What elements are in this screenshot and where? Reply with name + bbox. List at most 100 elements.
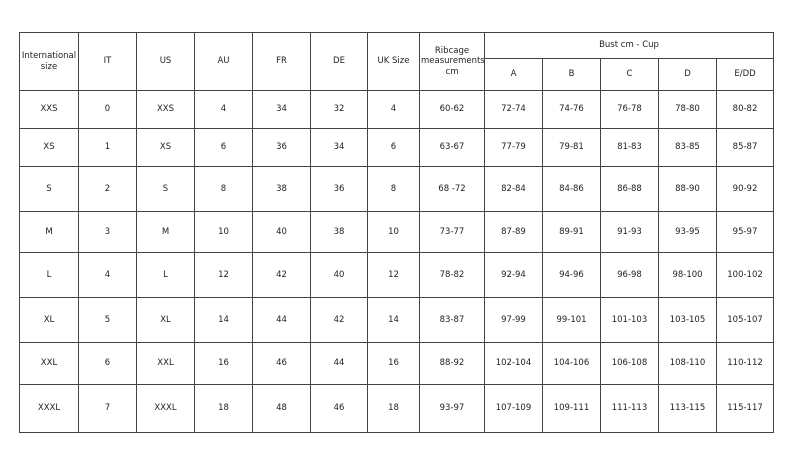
table-cell: XXS [19, 90, 79, 129]
table-cell: 86-88 [600, 166, 659, 212]
table-cell: 42 [310, 297, 368, 343]
table-cell: 96-98 [600, 252, 659, 298]
table-row: XS 1 XS 6 36 34 6 63-67 77-79 79-81 81-83 83-85 85-8… [19, 128, 775, 167]
table-cell: XS [19, 128, 79, 167]
table-cell: 97-99 [484, 297, 543, 343]
column-header: Ribcage measurements cm [419, 32, 485, 91]
table-cell: 79-81 [542, 128, 601, 167]
table-cell: 40 [310, 252, 368, 298]
table-cell: 85-87 [715, 128, 775, 167]
table-cell: 76-78 [600, 90, 659, 129]
table-cell: 7 [78, 384, 137, 433]
table-cell: XXXL [136, 384, 195, 433]
table-cell: 92-94 [484, 252, 543, 298]
table-cell: 93-95 [658, 211, 717, 253]
column-header: DE [310, 32, 368, 91]
table-cell: 102-104 [484, 342, 543, 385]
table-cell: 2 [78, 166, 137, 212]
table-cell: 40 [252, 211, 311, 253]
table-cell: 88-90 [658, 166, 717, 212]
table-cell: 18 [194, 384, 253, 433]
table-cell: 94-96 [542, 252, 601, 298]
table-cell: S [19, 166, 79, 212]
table-cell: 74-76 [542, 90, 601, 129]
cup-header: D [658, 58, 717, 91]
table-cell: 4 [194, 90, 253, 129]
table-cell: XXXL [19, 384, 79, 433]
table-cell: 107-109 [484, 384, 543, 433]
cup-header: C [600, 58, 659, 91]
table-cell: 111-113 [600, 384, 659, 433]
column-header: FR [252, 32, 311, 91]
table-cell: 16 [367, 342, 420, 385]
table-cell: 14 [367, 297, 420, 343]
bust-group-header: Bust cm - Cup [483, 32, 775, 59]
table-cell: 109-111 [542, 384, 601, 433]
table-cell: 106-108 [600, 342, 659, 385]
table-cell: XXS [136, 90, 195, 129]
table-cell: 12 [194, 252, 253, 298]
table-cell: 95-97 [715, 211, 775, 253]
table-cell: 108-110 [658, 342, 717, 385]
table-cell: 80-82 [715, 90, 775, 129]
column-header: International size [19, 32, 79, 91]
table-row: XXS 0 XXS 4 34 32 4 60-62 72-74 74-76 76-78 78-80 80… [19, 90, 775, 129]
table-cell: 83-87 [419, 297, 485, 343]
table-cell: XXL [19, 342, 79, 385]
table-cell: 101-103 [600, 297, 659, 343]
table-cell: 34 [310, 128, 368, 167]
table-cell: 1 [78, 128, 137, 167]
table-cell: 4 [367, 90, 420, 129]
table-cell: 36 [310, 166, 368, 212]
size-chart-table: International size IT US AU FR DE UK Size Ribca… [19, 32, 775, 433]
table-cell: 91-93 [600, 211, 659, 253]
table-cell: 103-105 [658, 297, 717, 343]
table-cell: M [19, 211, 79, 253]
table-cell: L [136, 252, 195, 298]
table-row: XL 5 XL 14 44 42 14 83-87 97-99 99-101 101-103 103-… [19, 297, 775, 343]
table-cell: 42 [252, 252, 311, 298]
table-cell: 48 [252, 384, 311, 433]
table-cell: 68 -72 [419, 166, 485, 212]
table-cell: 73-77 [419, 211, 485, 253]
table-cell: 63-67 [419, 128, 485, 167]
table-cell: XS [136, 128, 195, 167]
table-cell: 6 [194, 128, 253, 167]
table-cell: 10 [367, 211, 420, 253]
table-cell: 18 [367, 384, 420, 433]
table-cell: 78-80 [658, 90, 717, 129]
table-cell: 36 [252, 128, 311, 167]
table-cell: 115-117 [715, 384, 775, 433]
table-cell: 34 [252, 90, 311, 129]
table-cell: 84-86 [542, 166, 601, 212]
table-cell: 98-100 [658, 252, 717, 298]
table-cell: 3 [78, 211, 137, 253]
table-cell: 46 [252, 342, 311, 385]
table-cell: 100-102 [715, 252, 775, 298]
table-cell: 89-91 [542, 211, 601, 253]
table-cell: 12 [367, 252, 420, 298]
table-row: M 3 M 10 40 38 10 73-77 87-89 89-91 91-93 93-95 95-9… [19, 211, 775, 253]
table-cell: 32 [310, 90, 368, 129]
table-cell: 44 [252, 297, 311, 343]
table-cell: 16 [194, 342, 253, 385]
table-cell: 6 [367, 128, 420, 167]
table-cell: 105-107 [715, 297, 775, 343]
table-cell: 38 [310, 211, 368, 253]
table-cell: 113-115 [658, 384, 717, 433]
table-cell: 110-112 [715, 342, 775, 385]
table-cell: XL [136, 297, 195, 343]
table-row: S 2 S 8 38 36 8 68 -72 82-84 84-86 86-88 88-90 90-92 [19, 166, 775, 212]
table-cell: XL [19, 297, 79, 343]
column-header: AU [194, 32, 253, 91]
table-cell: 99-101 [542, 297, 601, 343]
table-cell: XXL [136, 342, 195, 385]
table-cell: 87-89 [484, 211, 543, 253]
table-cell: L [19, 252, 79, 298]
table-cell: 4 [78, 252, 137, 298]
table-cell: 88-92 [419, 342, 485, 385]
table-cell: 104-106 [542, 342, 601, 385]
table-cell: 14 [194, 297, 253, 343]
table-cell: S [136, 166, 195, 212]
table-cell: 10 [194, 211, 253, 253]
